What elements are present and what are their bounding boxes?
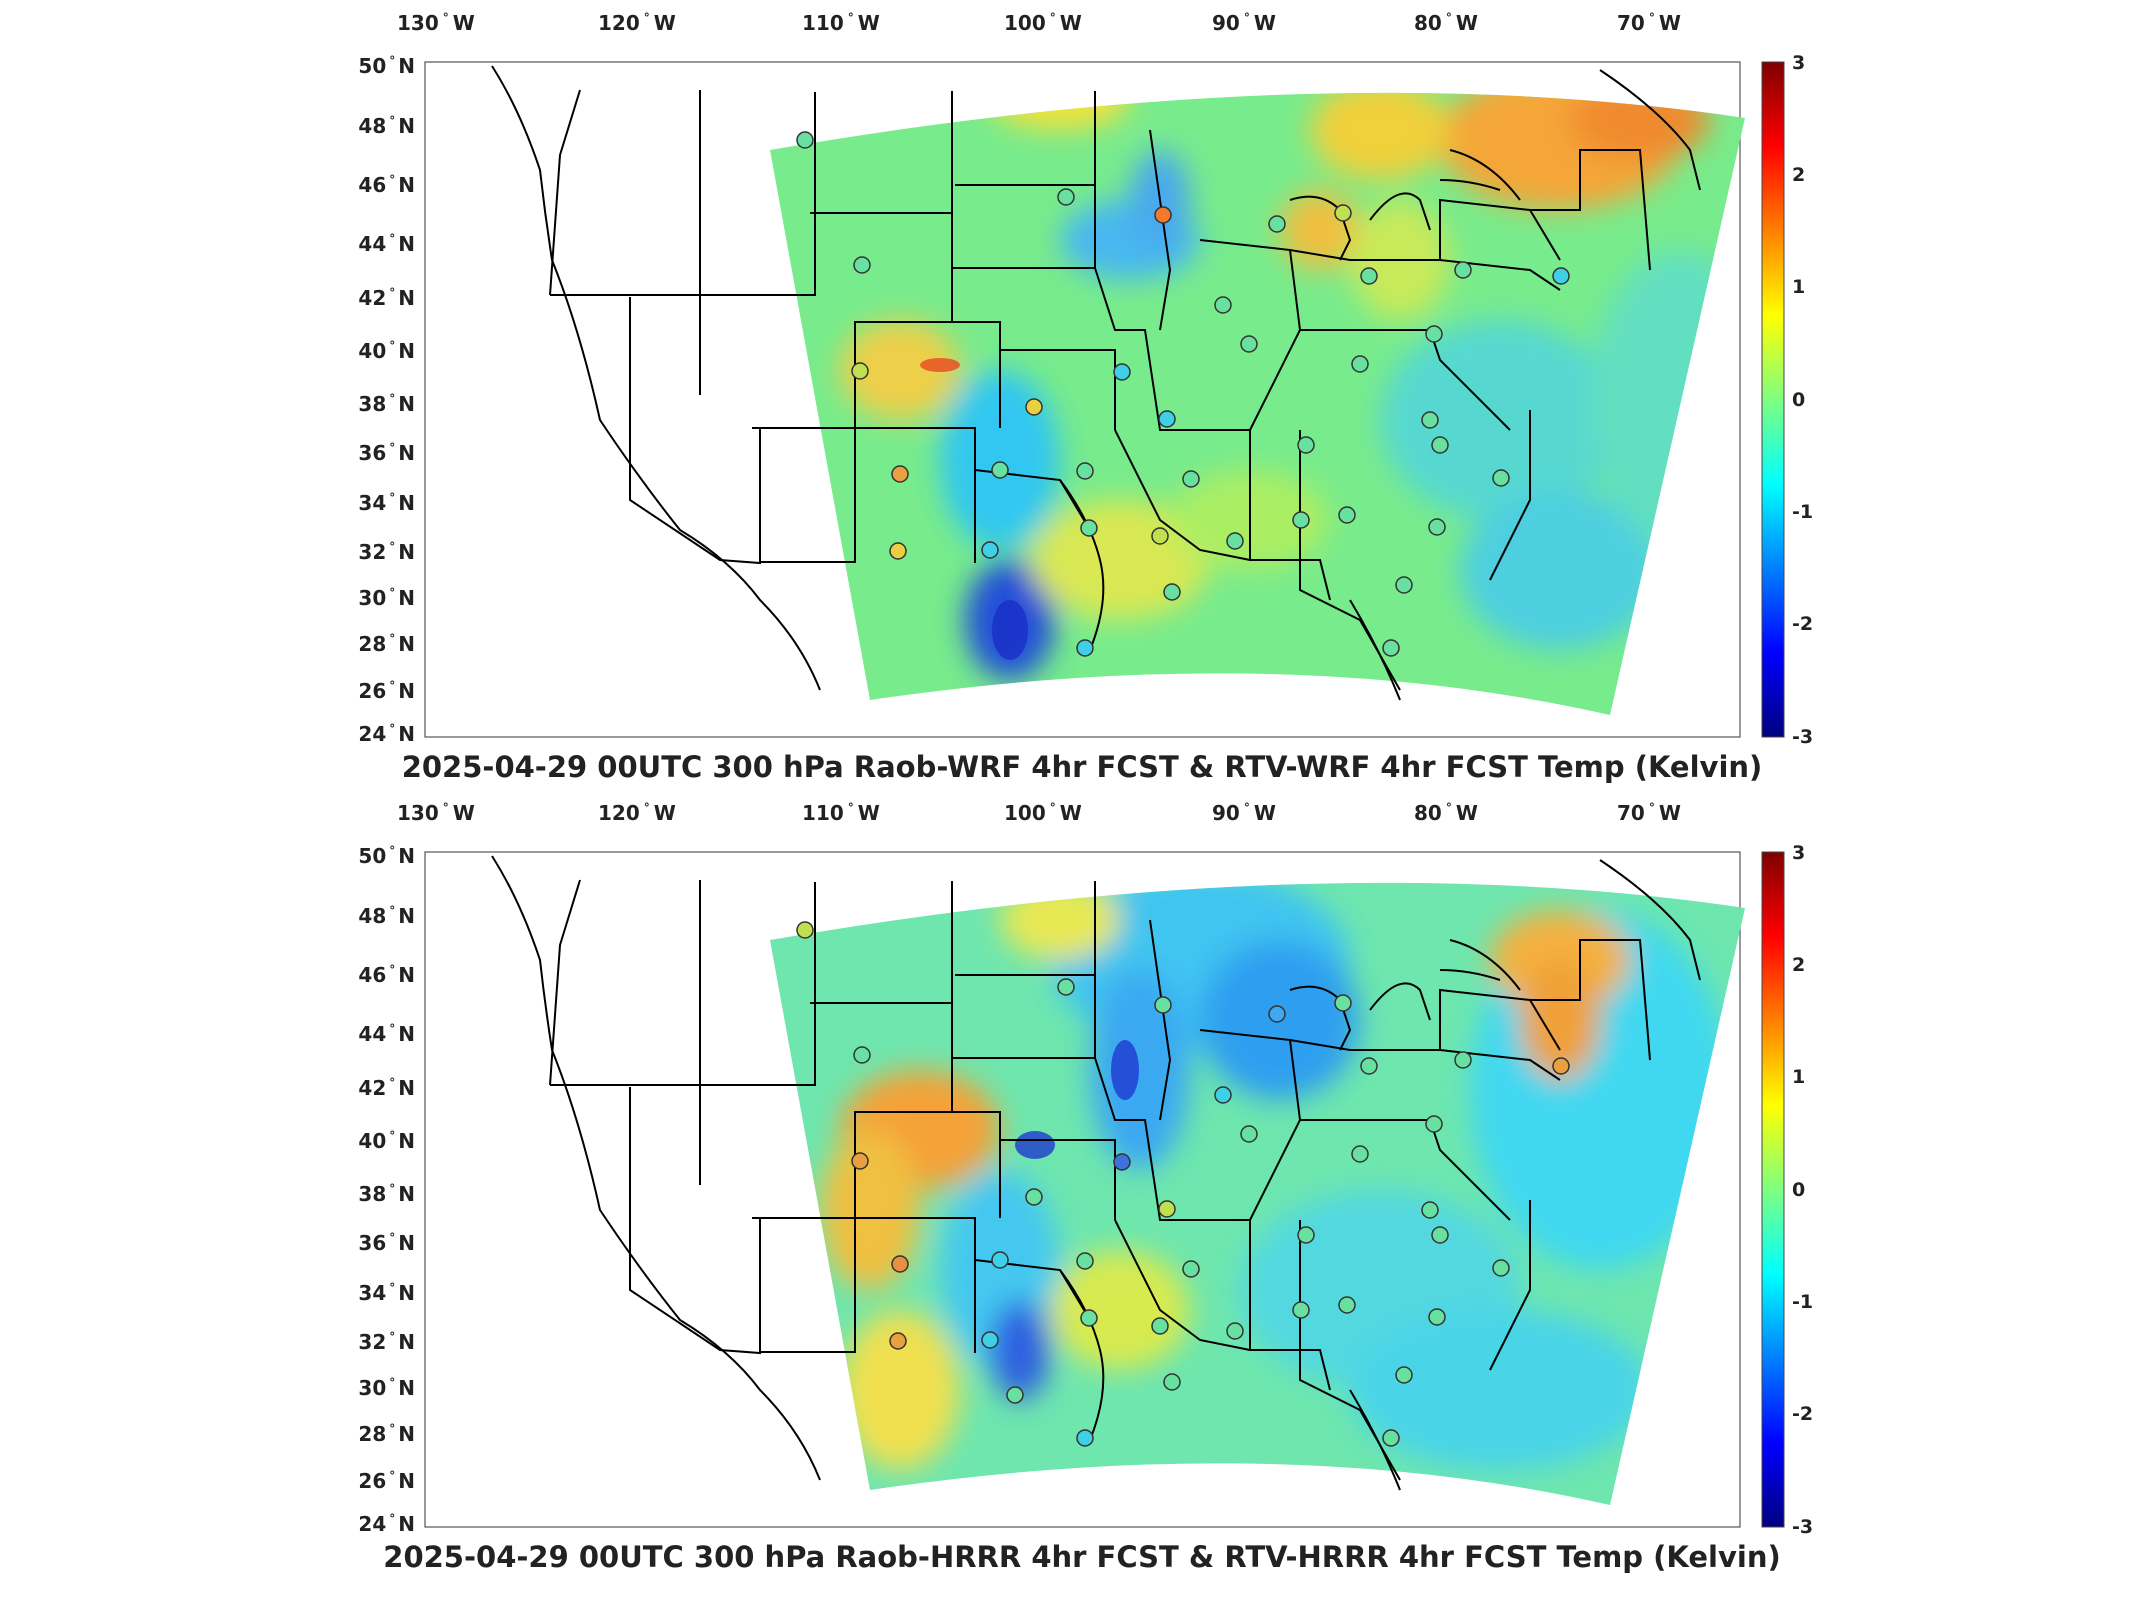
lon-labels: 130 ° W 120 ° W 110 ° W 100 ° W 90 ° W 80 ° W 70 ° W bbox=[397, 11, 1681, 35]
svg-text:30°N: 30 ° N bbox=[358, 586, 415, 610]
panel-title: 2025-04-29 00UTC 300 hPa Raob-WRF 4hr FC… bbox=[402, 750, 1763, 784]
svg-text:100°W: 100 ° W bbox=[1004, 801, 1082, 825]
lat-labels: 50 ° N 48 ° N 46 ° N 44 ° N 42 ° N 40 ° N 38 ° N 36 ° N … bbox=[358, 844, 415, 1536]
svg-text:2: 2 bbox=[1792, 164, 1805, 186]
svg-text:44°N: 44 ° N bbox=[358, 232, 415, 256]
svg-text:32°N: 32 ° N bbox=[358, 1330, 415, 1354]
svg-text:40°N: 40 ° N bbox=[358, 339, 415, 363]
svg-text:-3: -3 bbox=[1792, 726, 1813, 748]
svg-text:0: 0 bbox=[1792, 389, 1805, 411]
svg-text:80°W: 80 ° W bbox=[1414, 801, 1478, 825]
svg-text:110°W: 110 ° W bbox=[802, 11, 880, 35]
svg-text:130°W: 130 ° W bbox=[397, 11, 475, 35]
colorbar: 3 2 1 0 -1 -2 -3 bbox=[1761, 52, 1813, 748]
svg-text:3: 3 bbox=[1792, 52, 1805, 74]
svg-text:1: 1 bbox=[1792, 1066, 1805, 1088]
svg-text:38°N: 38 ° N bbox=[358, 392, 415, 416]
svg-text:36°N: 36 ° N bbox=[358, 1231, 415, 1255]
model-field bbox=[770, 882, 1745, 1505]
raob-stations bbox=[796, 921, 1570, 1447]
svg-text:-1: -1 bbox=[1792, 1291, 1813, 1313]
svg-text:34°N: 34 ° N bbox=[358, 491, 415, 515]
svg-text:46°N: 46 ° N bbox=[358, 173, 415, 197]
svg-text:48°N: 48 ° N bbox=[358, 904, 415, 928]
model-field bbox=[770, 92, 1745, 715]
svg-text:70°W: 70 ° W bbox=[1617, 11, 1681, 35]
svg-text:130°W: 130 ° W bbox=[397, 801, 475, 825]
svg-text:26°N: 26 ° N bbox=[358, 679, 415, 703]
svg-text:28°N: 28 ° N bbox=[358, 1422, 415, 1446]
svg-text:70°W: 70 ° W bbox=[1617, 801, 1681, 825]
svg-text:50°N: 50 ° N bbox=[358, 844, 415, 868]
svg-text:2: 2 bbox=[1792, 954, 1805, 976]
svg-text:30°N: 30 ° N bbox=[358, 1376, 415, 1400]
map-figure: 130 ° W 120 ° W 110 ° W 100 ° W 90 ° W 80 ° W 70 ° W 5… bbox=[358, 801, 1813, 1574]
svg-text:120°W: 120 ° W bbox=[598, 801, 676, 825]
svg-text:0: 0 bbox=[1792, 1179, 1805, 1201]
lat-labels: 50 ° N 48 ° N 46 ° N 44 ° N 42 ° N 40 ° N 38 ° N 36 ° N … bbox=[358, 54, 415, 746]
svg-text:46°N: 46 ° N bbox=[358, 963, 415, 987]
svg-text:3: 3 bbox=[1792, 842, 1805, 864]
svg-text:80°W: 80 ° W bbox=[1414, 11, 1478, 35]
panel-hrrr: 130 ° W 120 ° W 110 ° W 100 ° W 90 ° W 80 ° W 70 ° W 5… bbox=[0, 790, 2133, 1590]
svg-text:1: 1 bbox=[1792, 276, 1805, 298]
svg-text:44°N: 44 ° N bbox=[358, 1022, 415, 1046]
state-borders bbox=[491, 65, 1701, 701]
svg-text:36°N: 36 ° N bbox=[358, 441, 415, 465]
svg-text:110°W: 110 ° W bbox=[802, 801, 880, 825]
svg-text:34°N: 34 ° N bbox=[358, 1281, 415, 1305]
svg-text:38°N: 38 ° N bbox=[358, 1182, 415, 1206]
svg-text:26°N: 26 ° N bbox=[358, 1469, 415, 1493]
lon-labels: 130 ° W 120 ° W 110 ° W 100 ° W 90 ° W 80 ° W 70 ° W bbox=[397, 801, 1681, 825]
panel-wrf: 130 ° W 120 ° W 110 ° W 100 ° W 90 ° W 80 ° W 70 ° W 5… bbox=[358, 11, 1813, 784]
svg-text:48°N: 48 ° N bbox=[358, 114, 415, 138]
svg-text:42°N: 42 ° N bbox=[358, 286, 415, 310]
svg-text:-2: -2 bbox=[1792, 613, 1813, 635]
svg-text:90°W: 90 ° W bbox=[1212, 801, 1276, 825]
svg-text:120°W: 120 ° W bbox=[598, 11, 676, 35]
map-figure: 130 ° W 120 ° W 110 ° W 100 ° W 90 ° W 80 ° W 70 ° W 5… bbox=[358, 11, 1813, 784]
svg-text:40°N: 40 ° N bbox=[358, 1129, 415, 1153]
svg-text:50°N: 50 ° N bbox=[358, 54, 415, 78]
svg-text:32°N: 32 ° N bbox=[358, 540, 415, 564]
svg-text:90°W: 90 ° W bbox=[1212, 11, 1276, 35]
svg-text:-3: -3 bbox=[1792, 1516, 1813, 1538]
svg-text:100°W: 100 ° W bbox=[1004, 11, 1082, 35]
raob-stations bbox=[796, 131, 1570, 657]
svg-text:28°N: 28 ° N bbox=[358, 632, 415, 656]
svg-text:42°N: 42 ° N bbox=[358, 1076, 415, 1100]
svg-text:24°N: 24 ° N bbox=[358, 1512, 415, 1536]
svg-text:-1: -1 bbox=[1792, 501, 1813, 523]
svg-text:24°N: 24 ° N bbox=[358, 722, 415, 746]
colorbar: 3 2 1 0 -1 -2 -3 bbox=[1761, 842, 1813, 1538]
svg-text:-2: -2 bbox=[1792, 1403, 1813, 1425]
panel-title: 2025-04-29 00UTC 300 hPa Raob-HRRR 4hr F… bbox=[383, 1540, 1780, 1574]
